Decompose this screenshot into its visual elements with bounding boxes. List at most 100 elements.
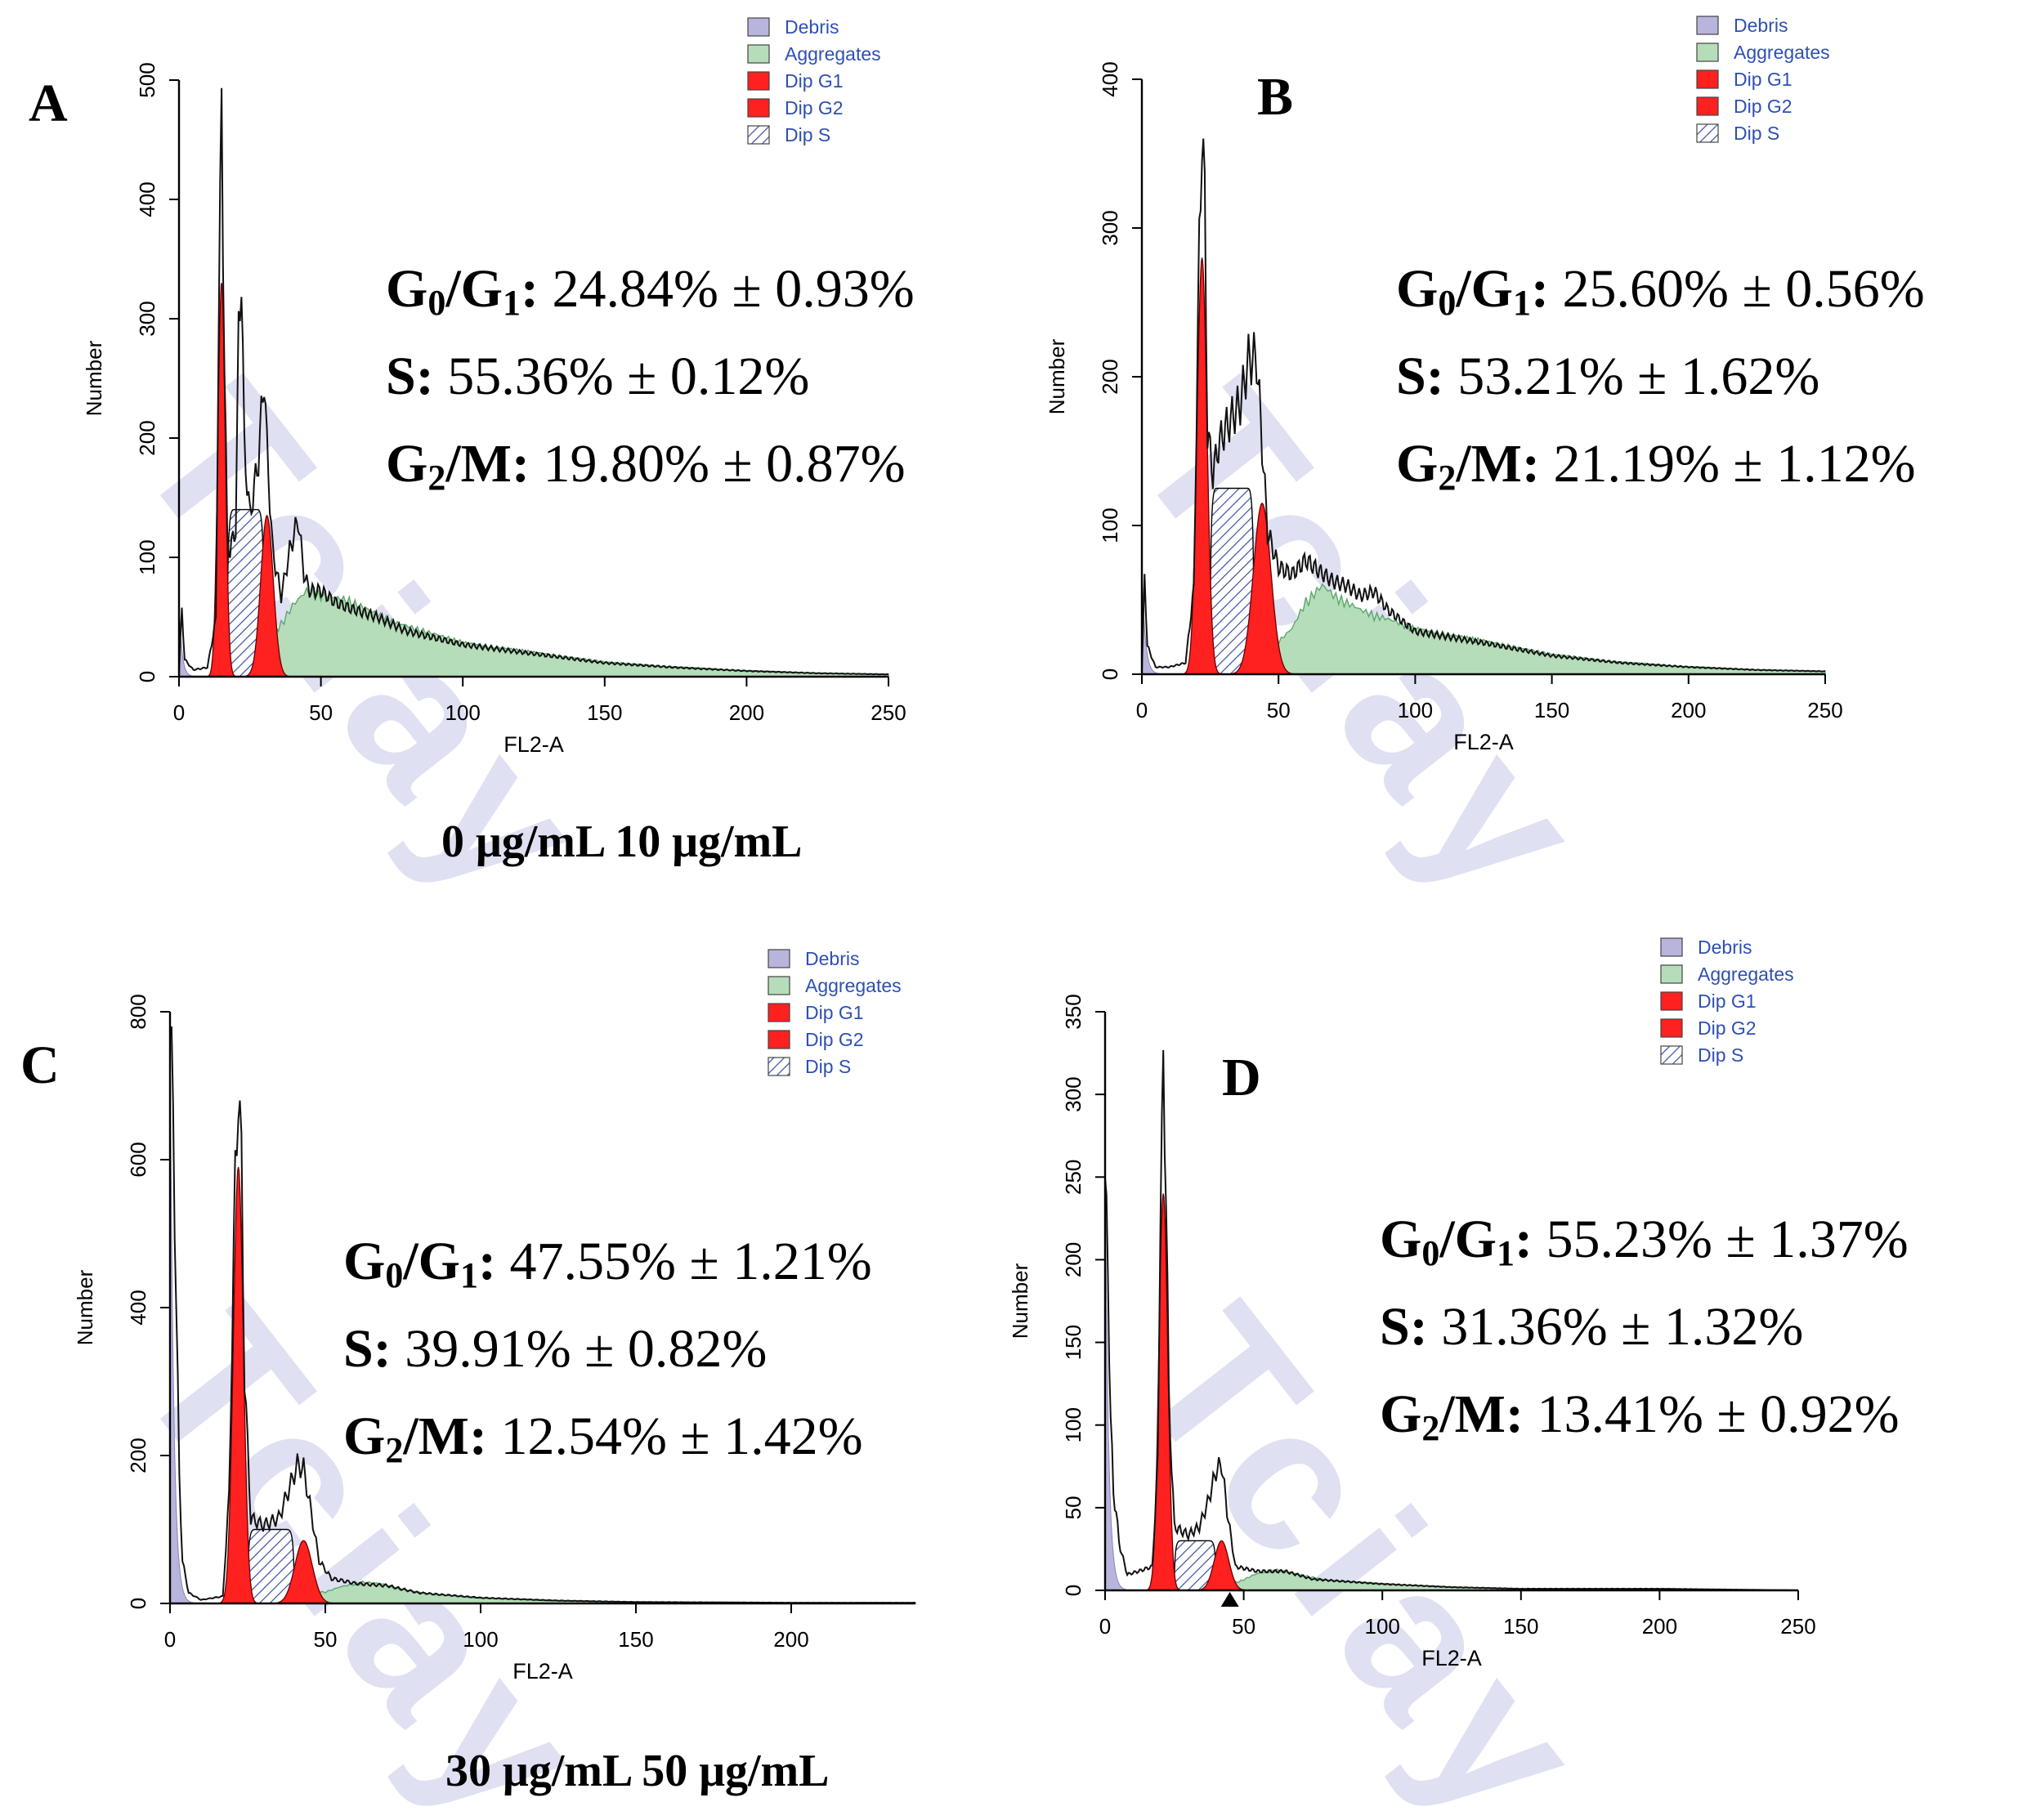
stat-label: /M: xyxy=(1439,1384,1524,1444)
y-tick-label: 150 xyxy=(1061,1325,1085,1360)
stat-line: S: 31.36% ± 1.32% xyxy=(1380,1297,1803,1357)
stat-line: G0/G1: 47.55% ± 1.21% xyxy=(343,1232,872,1295)
legend-swatch xyxy=(1696,69,1719,89)
stat-label: S: xyxy=(343,1319,392,1379)
y-tick-label: 300 xyxy=(1061,1076,1085,1111)
legend-swatch xyxy=(1660,991,1683,1011)
stat-value: 24.84% ± 0.93% xyxy=(539,259,915,319)
x-tick-label: 250 xyxy=(1807,698,1842,722)
stat-line: G0/G1: 55.23% ± 1.37% xyxy=(1380,1210,1909,1273)
y-tick-label: 300 xyxy=(1098,210,1122,245)
stat-label: : xyxy=(478,1232,496,1291)
legend-swatch xyxy=(1696,42,1719,62)
legend-label: Dip G1 xyxy=(1698,990,1757,1012)
y-tick-label: 0 xyxy=(1098,669,1122,680)
legend-swatch xyxy=(1696,123,1719,143)
stat-label: 2 xyxy=(427,458,445,498)
legend-label: Dip G2 xyxy=(1734,96,1793,117)
legend-swatch xyxy=(747,98,770,118)
legend-label: Dip G1 xyxy=(1734,69,1793,90)
y-tick-label: 200 xyxy=(1061,1242,1085,1277)
y-tick-label: 400 xyxy=(126,1290,150,1325)
dip-g1-peak xyxy=(206,283,236,677)
dip-g1-peak xyxy=(217,1166,258,1604)
y-tick-label: 0 xyxy=(126,1598,150,1609)
panel-letter: D xyxy=(1222,1048,1261,1107)
g2-marker-triangle xyxy=(1220,1592,1239,1607)
legend-label: Dip S xyxy=(805,1056,851,1077)
x-tick-label: 0 xyxy=(1099,1614,1111,1639)
legend-swatch xyxy=(747,17,770,37)
panel-letter: A xyxy=(29,74,68,133)
legend-swatch xyxy=(1660,1045,1683,1065)
stat-value: 55.23% ± 1.37% xyxy=(1533,1210,1909,1269)
y-tick-label: 350 xyxy=(1061,994,1085,1029)
stat-label: /G xyxy=(402,1232,460,1291)
x-tick-label: 200 xyxy=(1671,698,1706,722)
legend-swatch xyxy=(1696,16,1719,35)
legend-label: Dip S xyxy=(1698,1044,1743,1066)
stat-label: 0 xyxy=(1421,1233,1439,1273)
stat-label: G xyxy=(1380,1384,1421,1444)
stat-label: 1 xyxy=(460,1255,478,1295)
x-tick-label: 150 xyxy=(587,700,622,725)
legend-label: Dip G2 xyxy=(805,1029,864,1050)
x-tick-label: 50 xyxy=(1232,1614,1255,1639)
legend-swatch xyxy=(768,949,790,968)
legend-swatch xyxy=(747,71,770,91)
legend-swatch xyxy=(1660,937,1683,957)
legend-label: Dip S xyxy=(1734,123,1779,144)
x-tick-label: 50 xyxy=(309,700,333,725)
x-tick-label: 200 xyxy=(729,700,764,725)
y-tick-label: 100 xyxy=(1098,508,1122,543)
x-tick-label: 200 xyxy=(1642,1614,1677,1639)
y-tick-label: 0 xyxy=(135,671,159,682)
stat-label: 0 xyxy=(385,1255,403,1295)
stat-line: S: 55.36% ± 0.12% xyxy=(386,347,809,406)
dip-g2-peak xyxy=(1193,1540,1250,1591)
stat-label: 2 xyxy=(1438,458,1456,498)
y-tick-label: 300 xyxy=(135,301,159,336)
legend-swatch xyxy=(768,976,790,995)
x-tick-label: 0 xyxy=(173,700,185,725)
legend-swatch xyxy=(747,44,770,64)
stat-label: /M: xyxy=(402,1406,487,1466)
stat-label: 1 xyxy=(503,283,521,323)
x-tick-label: 100 xyxy=(1365,1614,1400,1639)
dip-s-area xyxy=(1209,487,1255,675)
legend-label: Debris xyxy=(805,948,859,969)
y-tick-label: 800 xyxy=(126,994,150,1029)
legend-label: Aggregates xyxy=(805,975,902,996)
stat-label: : xyxy=(1515,1210,1533,1269)
x-tick-label: 50 xyxy=(1267,698,1291,722)
stat-value: 39.91% ± 0.82% xyxy=(392,1319,768,1379)
legend-swatch xyxy=(1660,1018,1683,1038)
x-tick-label: 0 xyxy=(1136,698,1148,722)
stat-label: /M: xyxy=(1455,434,1540,494)
x-axis-label: FL2-A xyxy=(512,1659,573,1684)
x-axis-label: FL2-A xyxy=(1453,730,1514,754)
stat-label: /G xyxy=(1455,259,1513,319)
panel-d: 0 50 100 150 200 250 0 50 100 150 200 250 300 350 FL2-… xyxy=(1008,937,1909,1670)
legend-label: Dip G2 xyxy=(1698,1017,1757,1039)
dip-g1-peak xyxy=(1181,257,1222,675)
x-axis-label: FL2-A xyxy=(504,732,564,757)
stat-label: 0 xyxy=(427,283,445,323)
y-tick-label: 250 xyxy=(1061,1160,1085,1195)
histogram-line xyxy=(178,87,888,676)
y-axis-label: Number xyxy=(1045,338,1069,414)
x-tick-label: 100 xyxy=(445,700,481,725)
dip-g2-peak xyxy=(1226,502,1297,675)
x-tick-label: 150 xyxy=(618,1627,653,1652)
legend-swatch xyxy=(747,125,770,145)
panel-letter: B xyxy=(1257,67,1293,127)
y-tick-label: 200 xyxy=(126,1438,150,1473)
legend-label: Dip G2 xyxy=(785,97,844,119)
stat-value: 53.21% ± 1.62% xyxy=(1444,347,1820,406)
stat-value: 25.60% ± 0.56% xyxy=(1549,259,1925,319)
y-tick-label: 0 xyxy=(1061,1585,1085,1596)
legend-label: Dip G1 xyxy=(805,1002,864,1023)
stat-label: G xyxy=(343,1406,385,1466)
legend-swatch xyxy=(768,1030,790,1049)
